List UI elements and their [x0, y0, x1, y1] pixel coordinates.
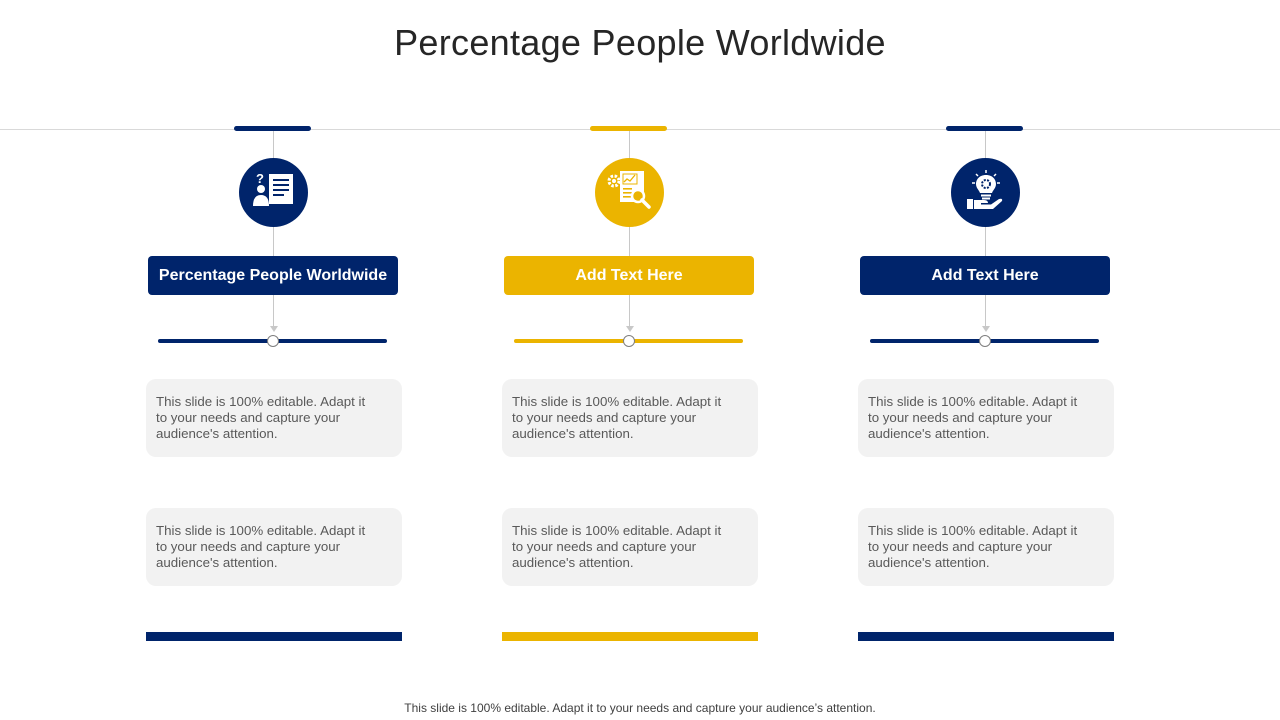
column-top-bar — [946, 126, 1023, 131]
column-3: Add Text Here This slide is 100% editabl… — [858, 0, 1114, 720]
icon-circle — [595, 158, 664, 227]
connector-line — [985, 131, 986, 158]
connector-line — [985, 295, 986, 326]
text-box: This slide is 100% editable. Adapt it to… — [858, 379, 1114, 457]
slider-knob — [623, 335, 635, 347]
icon-circle: ? — [239, 158, 308, 227]
connector-line — [629, 227, 630, 256]
connector-line — [985, 227, 986, 256]
column-header: Percentage People Worldwide — [148, 256, 398, 295]
connector-line — [629, 295, 630, 326]
connector-line — [273, 295, 274, 326]
text-box: This slide is 100% editable. Adapt it to… — [146, 508, 402, 586]
column-bottom-bar — [502, 632, 758, 641]
arrow-down-icon — [626, 326, 634, 332]
column-header: Add Text Here — [860, 256, 1110, 295]
lightbulb-gear-hand-icon — [965, 169, 1007, 216]
text-box: This slide is 100% editable. Adapt it to… — [502, 508, 758, 586]
slider-knob — [979, 335, 991, 347]
connector-line — [273, 227, 274, 256]
column-bottom-bar — [858, 632, 1114, 641]
gear-report-magnifier-icon — [607, 169, 653, 216]
arrow-down-icon — [982, 326, 990, 332]
column-top-bar — [590, 126, 667, 131]
slider-knob — [267, 335, 279, 347]
column-header: Add Text Here — [504, 256, 754, 295]
person-question-document-icon: ? — [252, 170, 296, 215]
connector-line — [629, 131, 630, 158]
text-box: This slide is 100% editable. Adapt it to… — [146, 379, 402, 457]
arrow-down-icon — [270, 326, 278, 332]
column-2: Add Text Here This slide is 100% editabl… — [502, 0, 758, 720]
connector-line — [273, 131, 274, 158]
column-bottom-bar — [146, 632, 402, 641]
slide-title: Percentage People Worldwide — [394, 22, 886, 63]
icon-circle — [951, 158, 1020, 227]
column-top-bar — [234, 126, 311, 131]
footer-note: This slide is 100% editable. Adapt it to… — [404, 701, 876, 715]
column-1: ? Percentage People Worldwide This slide… — [146, 0, 402, 720]
svg-text:?: ? — [256, 171, 264, 186]
text-box: This slide is 100% editable. Adapt it to… — [502, 379, 758, 457]
text-box: This slide is 100% editable. Adapt it to… — [858, 508, 1114, 586]
